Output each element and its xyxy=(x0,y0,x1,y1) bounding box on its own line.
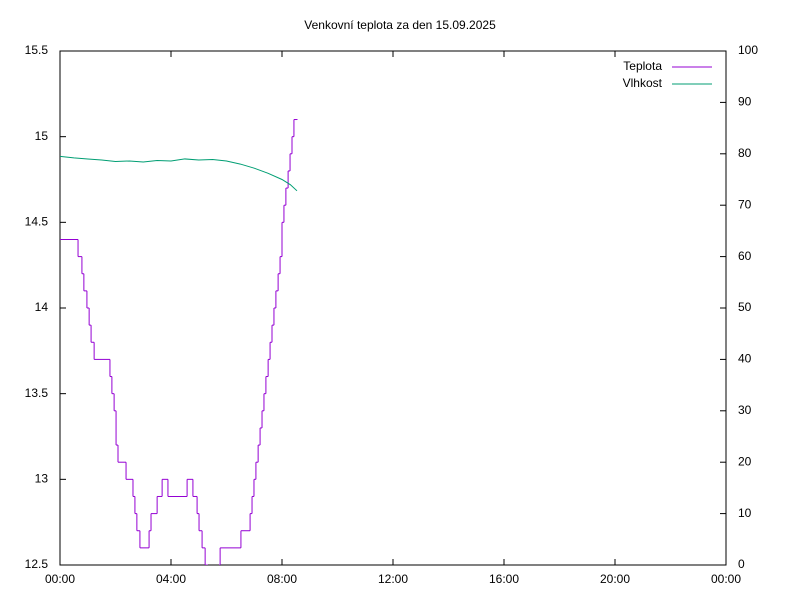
y2-tick-label: 0 xyxy=(738,557,745,571)
y2-tick-label: 100 xyxy=(738,43,758,57)
y2-tick-label: 40 xyxy=(738,352,752,366)
y-tick-label: 14 xyxy=(35,300,49,314)
x-tick-label: 20:00 xyxy=(600,572,630,586)
y2-tick-label: 90 xyxy=(738,95,752,109)
y2-tick-label: 30 xyxy=(738,403,752,417)
legend-label: Vlhkost xyxy=(623,76,663,90)
chart-title: Venkovní teplota za den 15.09.2025 xyxy=(304,18,496,32)
x-tick-label: 08:00 xyxy=(267,572,297,586)
x-tick-label: 00:00 xyxy=(45,572,75,586)
y-tick-label: 14.5 xyxy=(25,215,49,229)
x-tick-label: 12:00 xyxy=(378,572,408,586)
y-tick-label: 15.5 xyxy=(25,43,49,57)
y2-tick-label: 80 xyxy=(738,146,752,160)
y2-tick-label: 60 xyxy=(738,249,752,263)
x-tick-label: 04:00 xyxy=(156,572,186,586)
y-tick-label: 12.5 xyxy=(25,557,49,571)
x-tick-label: 16:00 xyxy=(489,572,519,586)
y-tick-label: 13 xyxy=(35,472,49,486)
legend-label: Teplota xyxy=(623,59,662,73)
x-tick-label: 00:00 xyxy=(711,572,741,586)
y-tick-label: 13.5 xyxy=(25,386,49,400)
y2-tick-label: 20 xyxy=(738,454,752,468)
y2-tick-label: 10 xyxy=(738,506,752,520)
plot-area xyxy=(60,119,298,565)
y2-tick-label: 50 xyxy=(738,300,752,314)
plot-border xyxy=(59,50,727,566)
y2-tick-label: 70 xyxy=(738,197,752,211)
series-line xyxy=(60,155,298,192)
y-tick-label: 15 xyxy=(35,129,49,143)
